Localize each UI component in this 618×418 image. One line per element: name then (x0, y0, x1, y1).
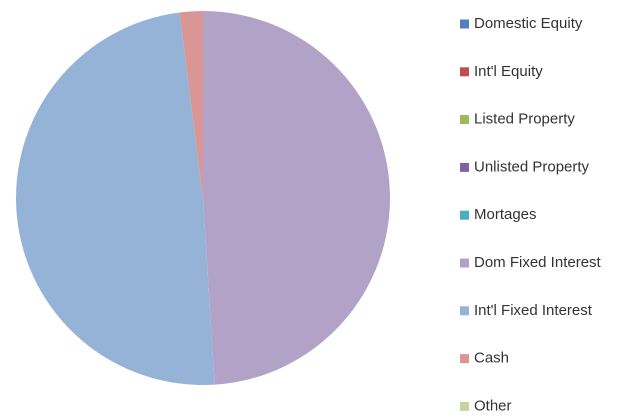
legend-swatch (460, 258, 469, 268)
pie-slice (203, 11, 391, 385)
legend-label: Listed Property (474, 111, 575, 128)
legend-swatch (460, 210, 469, 220)
pie-slice (15, 12, 215, 386)
legend-label: Int'l Equity (474, 63, 543, 80)
legend-label: Unlisted Property (474, 158, 590, 175)
legend-swatch (460, 115, 469, 125)
legend-label: Domestic Equity (474, 15, 583, 32)
legend-swatch (460, 19, 469, 29)
pie-slice (179, 11, 203, 198)
legend-swatch (460, 401, 469, 411)
legend-swatch (460, 67, 469, 77)
legend-label: Mortages (474, 206, 537, 223)
legend-label: Dom Fixed Interest (474, 254, 602, 271)
legend-label: Cash (474, 350, 509, 367)
legend-swatch (460, 354, 469, 364)
legend-label: Other (474, 397, 512, 413)
legend-swatch (460, 162, 469, 172)
legend-label: Int'l Fixed Interest (474, 302, 593, 319)
legend-swatch (460, 306, 469, 316)
